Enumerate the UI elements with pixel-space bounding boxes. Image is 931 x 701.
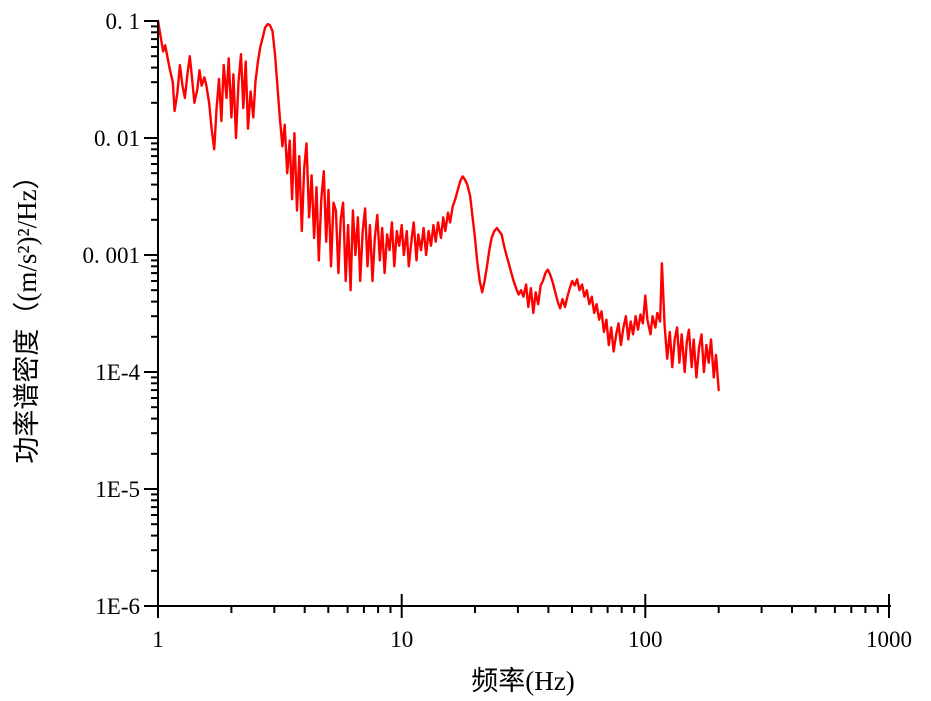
y-tick-label: 1E-6: [95, 594, 140, 619]
y-tick-label: 1E-4: [95, 360, 140, 385]
tick-labels-layer: 1 10 100 1000 0. 1 0. 01 0. 001 1E-4 1E-5 1E-6: [83, 9, 913, 652]
x-tick-label: 1: [152, 627, 164, 652]
y-axis-title: 功率谱密度（(m/s²)²/Hz）: [12, 162, 42, 463]
x-tick-label: 100: [628, 627, 663, 652]
y-tick-label: 0. 01: [94, 126, 140, 151]
x-tick-label: 1000: [866, 627, 912, 652]
x-tick-label: 10: [390, 627, 413, 652]
y-tick-label: 0. 001: [83, 243, 141, 268]
y-tick-label: 1E-5: [95, 477, 140, 502]
psd-curve: [156, 19, 720, 392]
y-tick-label: 0. 1: [106, 9, 141, 34]
tick-marks-layer: [144, 20, 890, 618]
x-axis-title: 频率(Hz): [471, 666, 574, 696]
